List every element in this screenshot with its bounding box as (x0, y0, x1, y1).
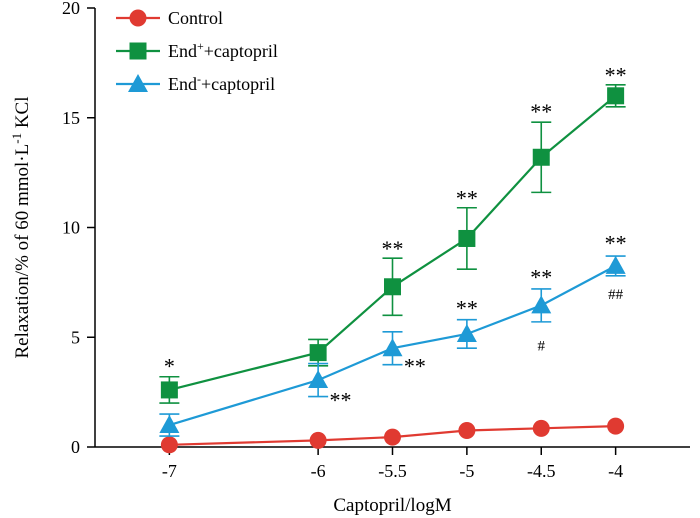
significance-marker: ** (456, 295, 478, 320)
x-tick-label: -7 (162, 461, 177, 481)
y-axis-title: Relaxation/% of 60 mmol·L-1 KCl (9, 96, 34, 358)
legend-label: End-+captopril (168, 72, 275, 94)
legend-label-base: End (168, 41, 197, 61)
data-point (607, 417, 625, 435)
data-point (607, 87, 625, 105)
data-point (308, 370, 329, 389)
data-point (309, 431, 327, 449)
series-layer (159, 84, 626, 454)
y-tick-label: 15 (62, 108, 80, 128)
y-tick-label: 5 (71, 327, 80, 347)
series-square (159, 84, 626, 404)
series-circle (160, 417, 625, 454)
x-tick-label: -4.5 (527, 461, 556, 481)
series-triangle (159, 255, 626, 437)
x-tick-label: -6 (311, 461, 326, 481)
data-point (159, 415, 180, 434)
data-point (160, 381, 178, 399)
significance-marker: # (538, 338, 546, 354)
data-point (456, 323, 477, 342)
data-point (382, 338, 403, 357)
legend-marker (129, 42, 147, 60)
axes: 0 5 10 15 20 -7 -6 -5.5 -5 -4.5 -4 (62, 0, 690, 481)
y-tick-label: 20 (62, 0, 80, 18)
y-tick-label: 10 (62, 218, 80, 238)
y-axis-title-superscript: -1 (9, 133, 24, 144)
significance-marker: ** (329, 387, 351, 412)
significance-marker: ** (605, 231, 627, 256)
data-point (384, 428, 401, 446)
data-point (605, 255, 626, 274)
x-tick-label: -5 (459, 461, 474, 481)
legend-label-superscript: + (197, 39, 204, 53)
data-point (532, 419, 550, 437)
y-ticks: 0 5 10 15 20 (62, 0, 95, 457)
data-point (384, 278, 401, 296)
data-point (458, 229, 476, 247)
legend-marker (128, 74, 148, 92)
legend-marker (129, 9, 147, 27)
significance-marker: * (164, 353, 175, 378)
legend-label-superscript: - (197, 72, 201, 86)
legend-item: Control (116, 8, 223, 28)
legend-label-rest: +captopril (204, 41, 278, 61)
significance-marker: ** (404, 353, 426, 378)
y-axis-title-tail: KCl (12, 96, 33, 132)
significance-marker: ## (608, 287, 624, 303)
data-point (531, 295, 552, 314)
data-point (160, 436, 178, 454)
legend-label: End++captopril (168, 39, 278, 61)
legend-label-base: End (168, 74, 197, 94)
series-line (169, 264, 617, 427)
legend-item: End-+captopril (116, 72, 275, 94)
significance-marker: ** (605, 63, 627, 88)
significance-marker: ** (530, 99, 552, 124)
series-line (169, 425, 616, 446)
y-axis-title-main: Relaxation/% of 60 mmol·L (12, 144, 33, 359)
y-tick-label: 0 (71, 437, 80, 457)
annotation-layer: *******************### (164, 63, 627, 413)
data-point (532, 148, 550, 166)
data-point (458, 422, 476, 440)
significance-marker: ** (456, 186, 478, 211)
significance-marker: ** (382, 236, 404, 261)
legend-label-base: Control (168, 8, 223, 28)
x-tick-label: -4 (608, 461, 623, 481)
legend-item: End++captopril (116, 39, 278, 61)
legend-label-rest: +captopril (201, 74, 275, 94)
legend-label: Control (168, 8, 223, 28)
significance-marker: ** (530, 265, 552, 290)
data-point (309, 344, 327, 362)
x-tick-label: -5.5 (378, 461, 407, 481)
x-axis-title: Captopril/logM (333, 495, 451, 516)
series-line (169, 94, 617, 391)
x-ticks: -7 -6 -5.5 -5 -4.5 -4 (162, 447, 623, 481)
